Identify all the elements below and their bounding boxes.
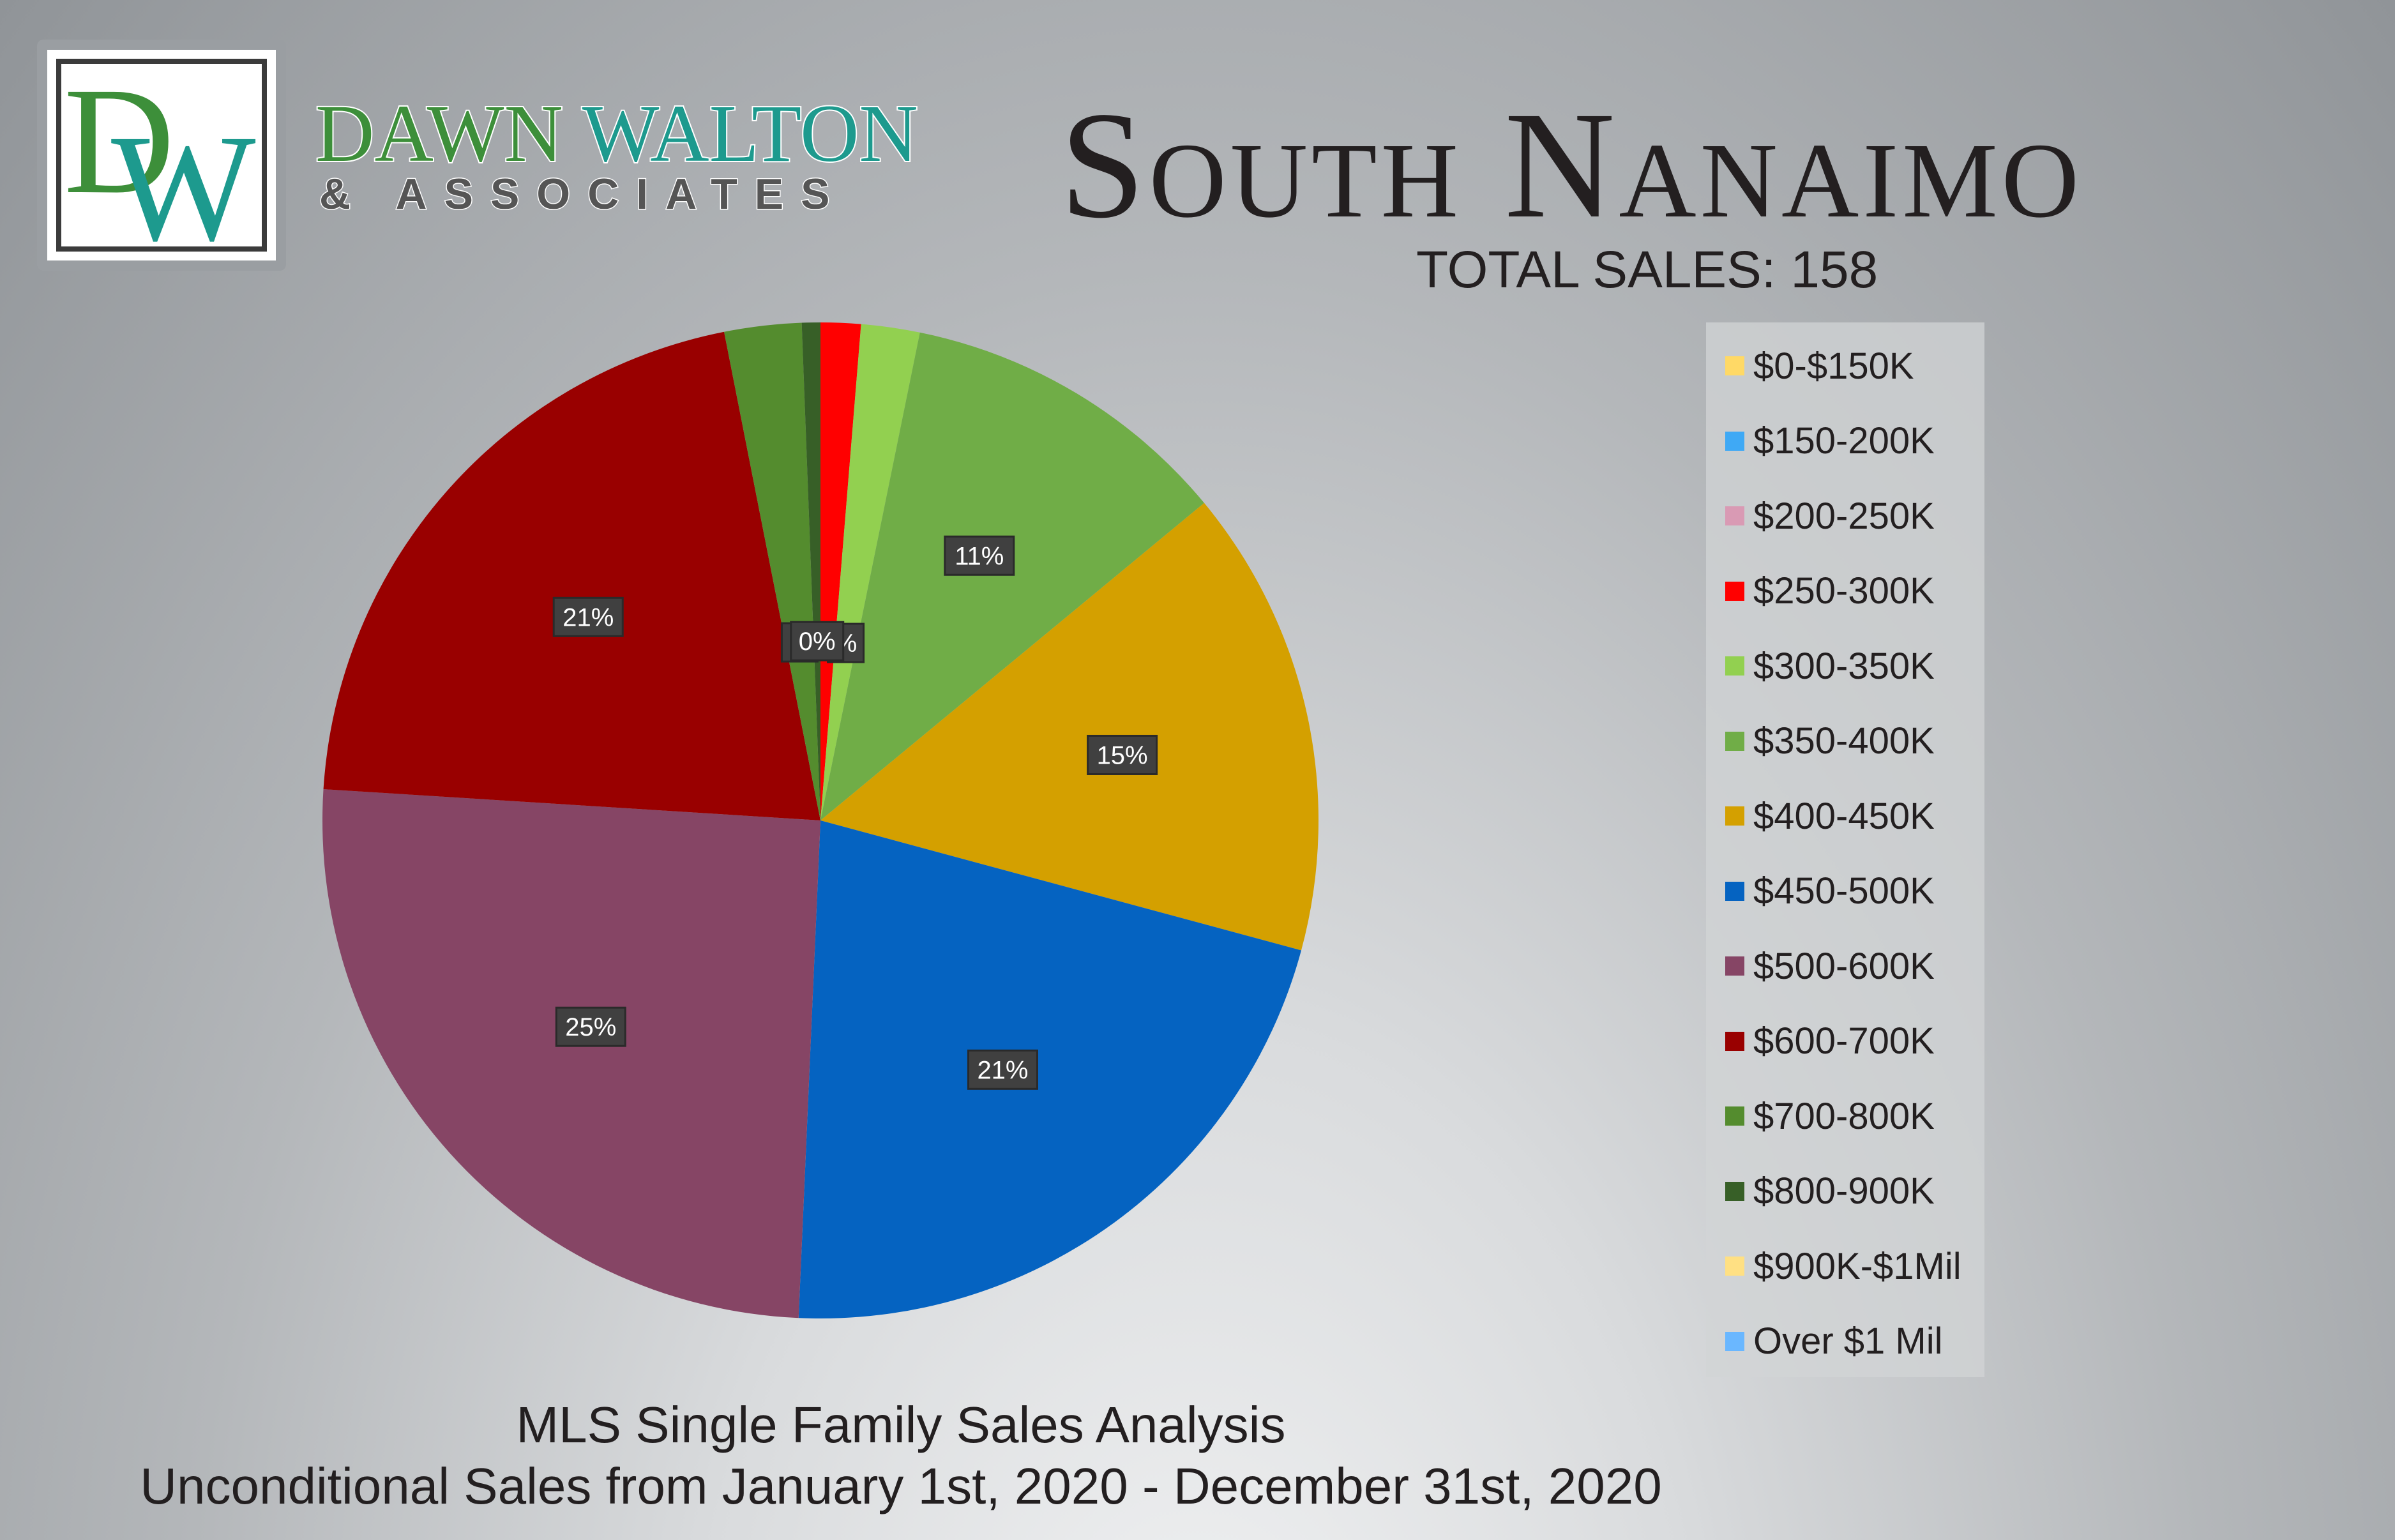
legend-swatch [1725,1106,1744,1126]
svg-text:11%: 11% [955,542,1004,570]
legend-item-800-900k: $800-900K [1725,1170,1935,1212]
legend-label: $0-$150K [1753,345,1914,387]
legend-label: $700-800K [1753,1095,1935,1137]
monogram-w: W [111,103,256,273]
legend-swatch [1725,1031,1744,1051]
pie-slice-800-900k [801,322,820,820]
svg-text:15%: 15% [1097,741,1148,769]
pie-slice-700-800k [724,322,820,820]
legend-label: $150-200K [1753,420,1935,462]
svg-text:21%: 21% [563,603,614,631]
monogram-d: D [64,56,175,225]
legend-label: $500-600K [1753,945,1935,987]
pie-slice-450-500k [798,820,1301,1318]
brand-subtitle: & ASSOCIATES [319,170,847,218]
pie-data-labels: %11%15%21%25%21%30% [552,535,1158,1090]
data-label-450-500k: 21% [967,1049,1038,1090]
legend-label: $300-350K [1753,645,1935,687]
legend-item-300-350k: $300-350K [1725,645,1935,687]
legend-item-0-150k: $0-$150K [1725,345,1914,387]
legend-label: $350-400K [1753,720,1935,762]
svg-text:21%: 21% [977,1056,1028,1084]
pie-slice-600-700k [323,331,820,820]
footer-subtitle: Unconditional Sales from January 1st, 20… [140,1458,1662,1514]
legend-item-350-400k: $350-400K [1725,720,1935,762]
brand-logo: D W [37,40,286,271]
legend-label: Over $1 Mil [1753,1320,1943,1362]
total-sales: TOTAL SALES: 158 [1416,241,1878,299]
pie-slice-250-300k [820,322,861,820]
data-label-500-600k: 25% [555,1006,626,1047]
legend-item-over-1-mil: Over $1 Mil [1725,1320,1943,1362]
legend-label: $400-450K [1753,795,1935,837]
legend-swatch [1725,806,1744,826]
legend-swatch [1725,731,1744,751]
data-label-350-400k: 11% [944,535,1015,576]
pie-slice-300-350k [820,324,920,820]
legend-swatch [1725,656,1744,676]
pie-slices [322,322,1318,1318]
pie-slice-400-450k [820,502,1318,951]
brand-name-dawn: DAWN [314,88,564,179]
legend-swatch [1725,506,1744,525]
pie-slice-350-400k [820,332,1205,820]
legend-item-200-250k: $200-250K [1725,495,1935,537]
data-label-600-700k: 21% [552,596,624,637]
footer-title: MLS Single Family Sales Analysis [516,1396,1286,1453]
pie-slice-500-600k [322,789,820,1318]
data-label-800-900k: 0% [790,621,845,661]
legend-swatch [1725,431,1744,451]
logo-frame [56,59,267,252]
legend-swatch [1725,581,1744,601]
legend-label: $250-300K [1753,570,1935,612]
legend-label: $800-900K [1753,1170,1935,1212]
legend-item-400-450k: $400-450K [1725,795,1935,837]
legend-swatch [1725,956,1744,976]
legend-swatch [1725,356,1744,375]
legend-item-450-500k: $450-500K [1725,870,1935,912]
legend-swatch [1725,1331,1744,1351]
legend-item-150-200k: $150-200K [1725,420,1935,462]
legend-label: $600-700K [1753,1020,1935,1062]
legend-item-250-300k: $250-300K [1725,570,1935,612]
legend-label: $450-500K [1753,870,1935,912]
legend-label: $200-250K [1753,495,1935,537]
logo-panel: D W [47,50,276,264]
legend-item-900k-1mil: $900K-$1Mil [1725,1245,1961,1287]
svg-text:25%: 25% [565,1013,616,1041]
chart-legend: $0-$150K $150-200K $200-250K $250-300K $300-… [1706,322,1984,1377]
legend-item-600-700k: $600-700K [1725,1020,1935,1062]
legend-swatch [1725,1181,1744,1201]
legend-item-500-600k: $500-600K [1725,945,1935,987]
legend-swatch [1725,1257,1744,1276]
brand-name: DAWN WALTON [314,91,919,176]
legend-item-700-800k: $700-800K [1725,1095,1935,1137]
data-label-400-450k: 15% [1087,734,1158,775]
brand-name-walton: WALTON [581,88,919,179]
legend-swatch [1725,881,1744,901]
legend-label: $900K-$1Mil [1753,1245,1961,1287]
svg-text:0%: 0% [799,628,836,656]
page-title: South Nanaimo [1060,80,2083,250]
